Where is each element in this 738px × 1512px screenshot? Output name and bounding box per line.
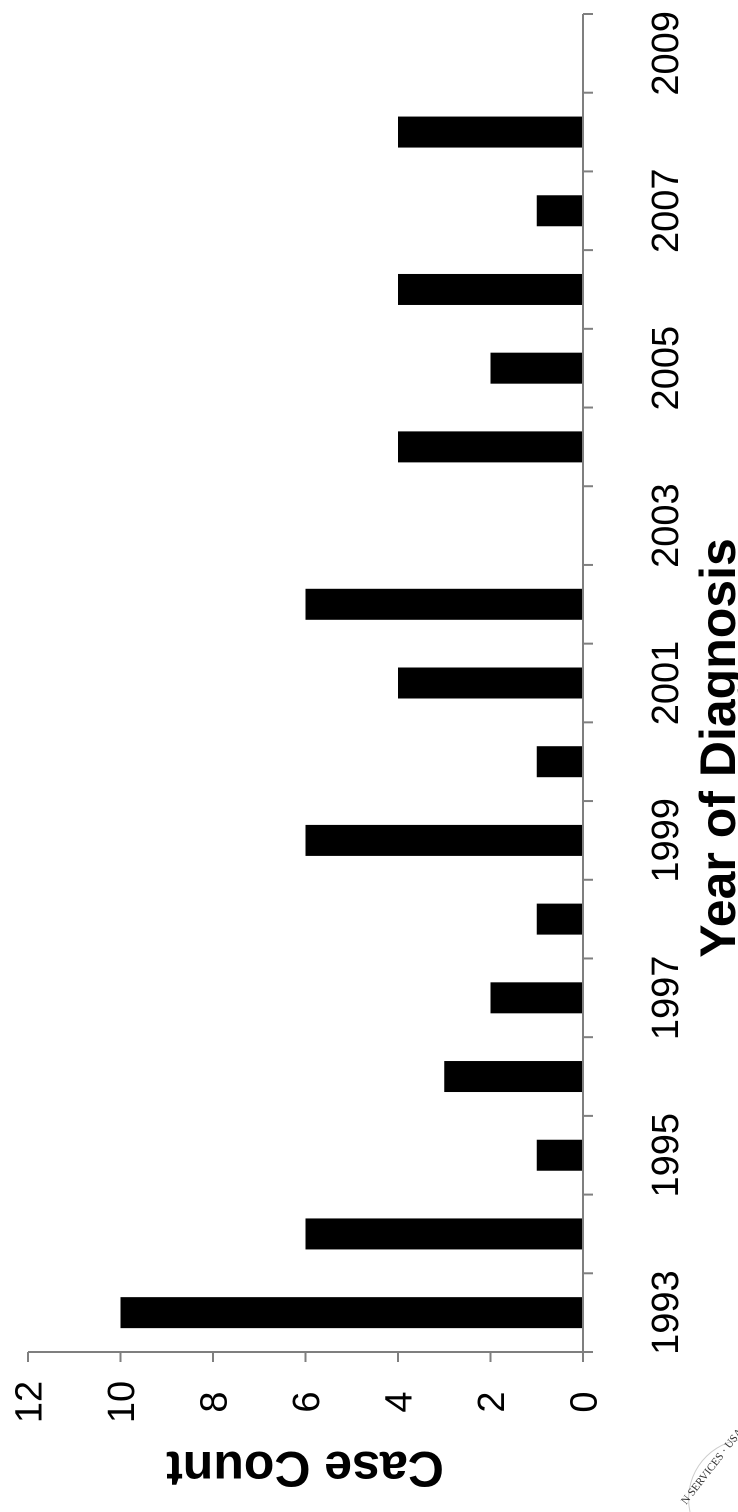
- y-axis-title: Case Count: [166, 1441, 444, 1497]
- plot-area: [120, 116, 583, 1329]
- bar-2000: [536, 746, 583, 778]
- bar-1999: [305, 824, 583, 856]
- bar-1997: [490, 982, 583, 1014]
- seal-text: N SERVICES · USA: [679, 1426, 738, 1507]
- agency-seal: N SERVICES · USA: [679, 1426, 738, 1512]
- count-tick-label: 8: [193, 1391, 235, 1412]
- bar-2005: [490, 352, 583, 384]
- bar-1993: [120, 1297, 583, 1329]
- year-tick-label: 2001: [645, 641, 687, 726]
- bar-2007: [536, 195, 583, 227]
- year-tick-label: 2005: [645, 326, 687, 411]
- bar-1996: [444, 1061, 583, 1093]
- bar-1998: [536, 903, 583, 935]
- year-tick-label: 2007: [645, 168, 687, 253]
- year-tick-label: 1993: [645, 1270, 687, 1355]
- year-tick-label: 1995: [645, 1113, 687, 1198]
- count-tick-label: 0: [563, 1391, 605, 1412]
- bar-1994: [305, 1218, 583, 1250]
- bar-1995: [536, 1139, 583, 1171]
- year-tick-label: 2009: [645, 11, 687, 96]
- count-tick-label: 6: [286, 1391, 328, 1412]
- year-tick-label: 1999: [645, 798, 687, 883]
- case-count-axis: 0 2 4 6 8 10 12: [8, 1351, 605, 1423]
- bar-2004: [398, 431, 583, 463]
- bar-2001: [398, 667, 583, 699]
- count-tick-label: 10: [101, 1381, 143, 1423]
- bar-2006: [398, 273, 583, 305]
- count-tick-label: 12: [8, 1381, 50, 1423]
- count-tick-label: 4: [378, 1391, 420, 1412]
- year-axis: 1993 1995 1997 1999 2001 2003 2005 2007 2009: [582, 11, 687, 1355]
- bar-2008: [398, 116, 583, 148]
- year-tick-label: 1997: [645, 956, 687, 1041]
- x-axis-title: Year of Diagnosis: [690, 538, 738, 958]
- year-tick-label: 2003: [645, 483, 687, 568]
- bar-2002: [305, 588, 583, 620]
- count-tick-label: 2: [471, 1391, 513, 1412]
